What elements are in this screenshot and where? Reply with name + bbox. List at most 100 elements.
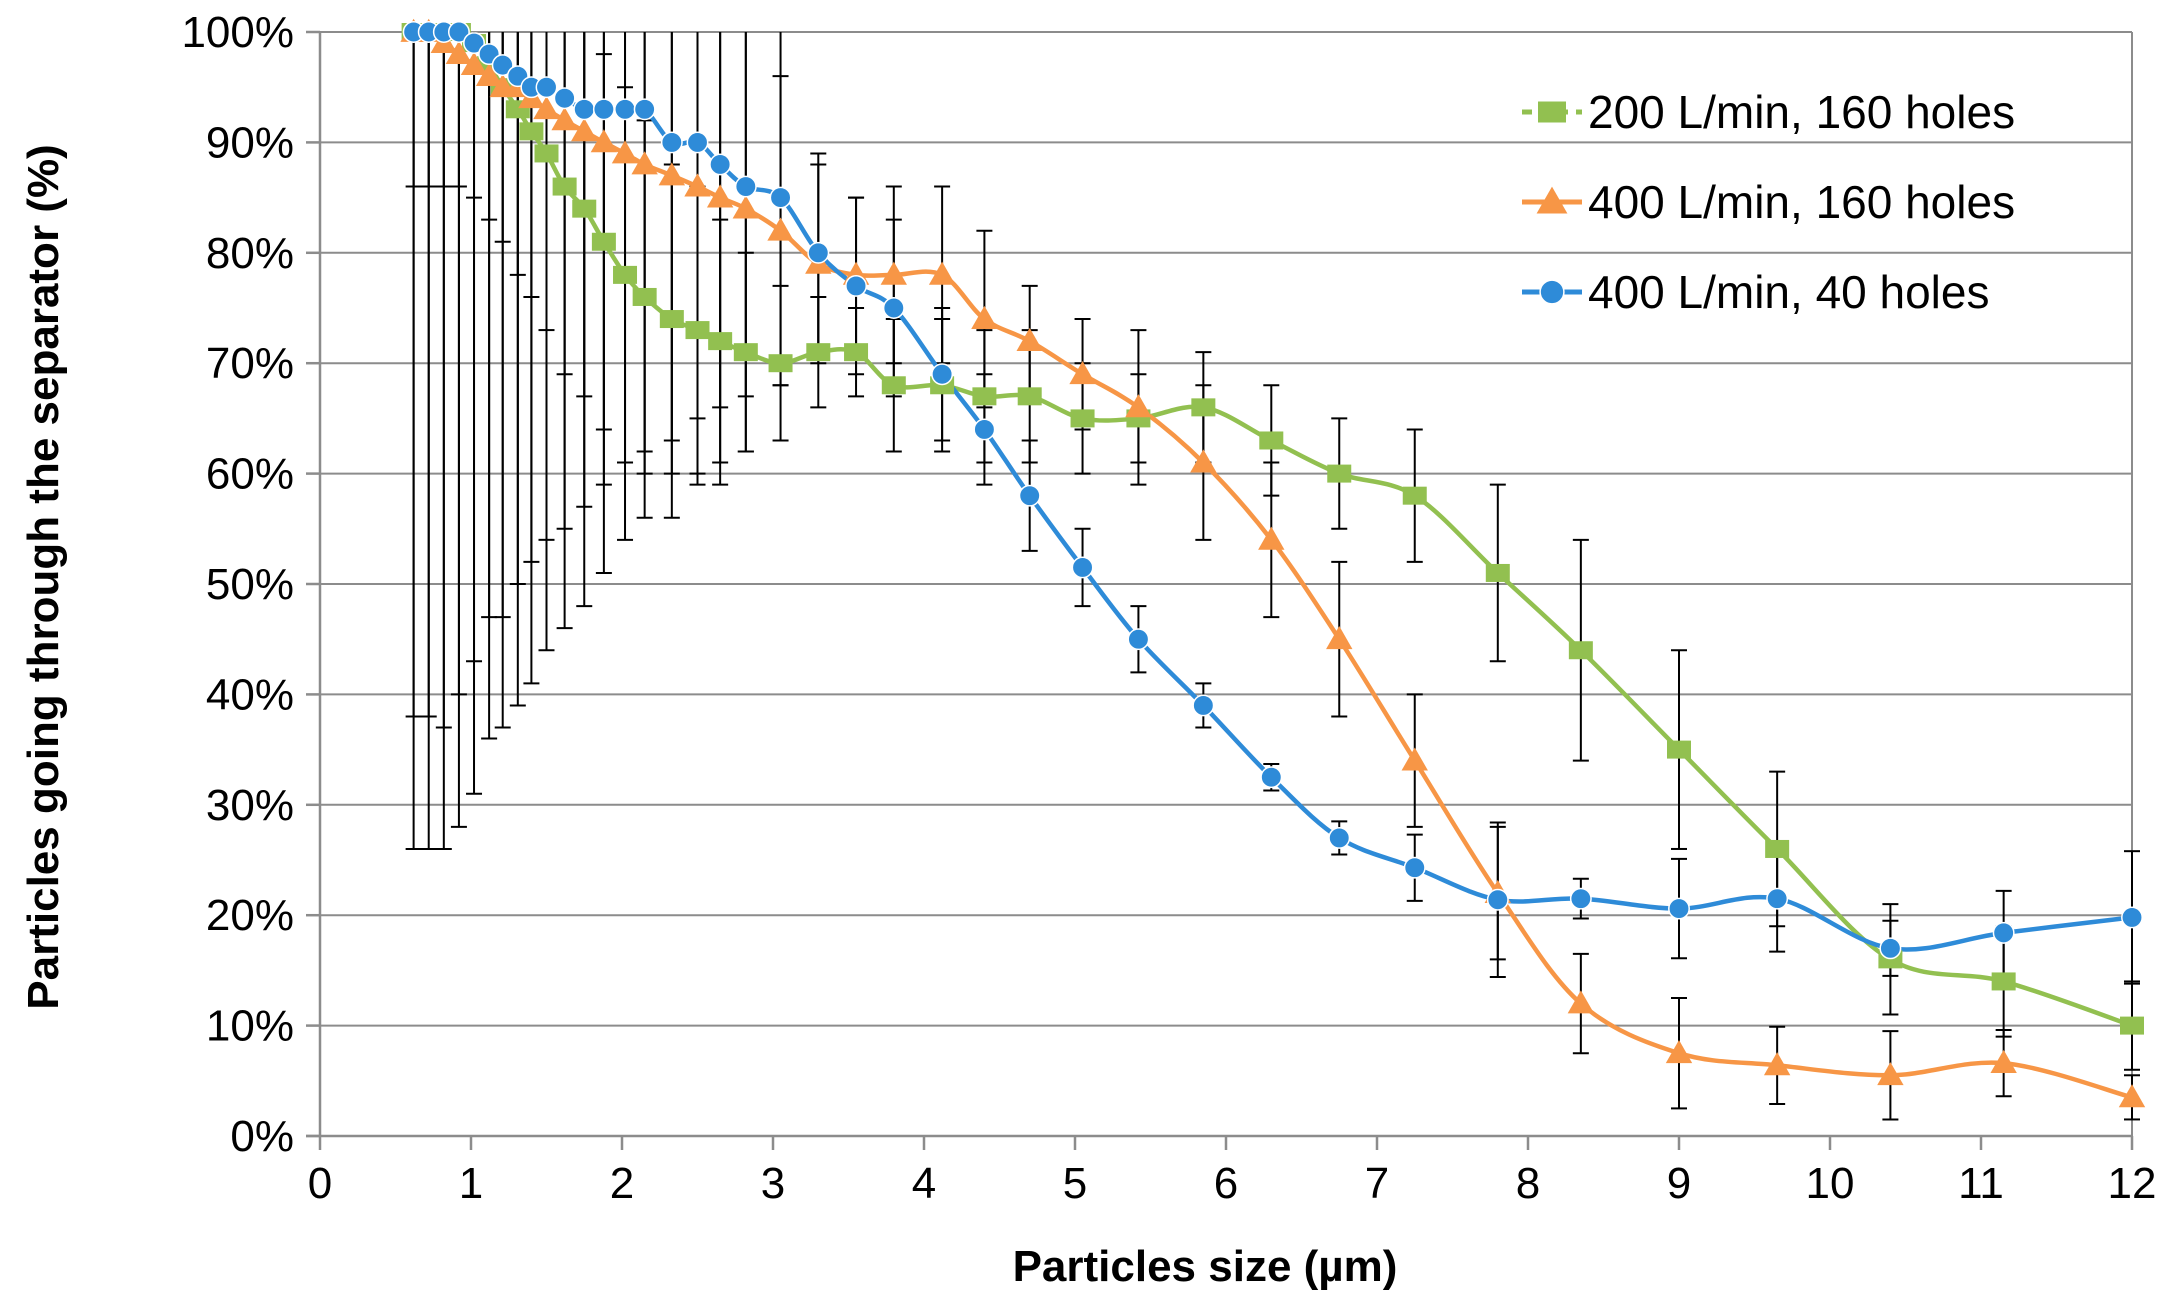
data-point [1260, 766, 1283, 789]
data-point [881, 376, 906, 395]
x-tick-label: 8 [1516, 1159, 1540, 1208]
data-point [1763, 1052, 1791, 1076]
data-point [1569, 887, 1592, 910]
data-point [591, 232, 616, 251]
x-tick-label: 2 [610, 1159, 634, 1208]
x-tick-label: 9 [1667, 1159, 1691, 1208]
data-point [631, 151, 658, 175]
data-point [768, 354, 793, 373]
data-point [1568, 641, 1593, 660]
data-point [1539, 279, 1565, 305]
x-tick-label: 11 [1958, 1159, 2004, 1208]
data-point [491, 54, 514, 77]
data-point [633, 98, 656, 121]
data-point [709, 153, 732, 176]
data-point [1402, 486, 1427, 505]
data-point [1990, 1049, 2017, 1074]
data-point [1879, 937, 1902, 960]
data-point [1765, 839, 1790, 858]
data-point [572, 199, 597, 218]
data-point [447, 21, 470, 43]
x-tick-label: 12 [2108, 1159, 2157, 1208]
tick-labels: 0%10%20%30%40%50%60%70%80%90%100%0 1 2 3 4 5 6… [181, 8, 2156, 1208]
data-point [1538, 101, 1566, 123]
x-axis-title: Particles size (µm) [1013, 1242, 1398, 1291]
data-point [614, 98, 636, 121]
data-point [928, 261, 956, 285]
data-point [686, 131, 709, 154]
data-point [660, 131, 683, 154]
x-tick-label: 10 [1806, 1159, 1855, 1208]
data-point [1766, 887, 1789, 910]
data-point [1017, 387, 1042, 406]
y-tick-label: 90% [206, 118, 294, 167]
data-point [2121, 906, 2143, 929]
data-point [1192, 694, 1215, 717]
y-tick-label: 10% [206, 1002, 294, 1051]
data-point [1567, 990, 1595, 1014]
data-point [734, 175, 757, 198]
data-point [880, 261, 907, 285]
y-tick-label: 0% [230, 1112, 294, 1161]
legend-label: 400 L/min, 40 holes [1588, 266, 1990, 318]
data-point [806, 343, 831, 362]
data-point [971, 305, 998, 329]
data-point [1127, 628, 1150, 651]
data-point [475, 62, 503, 87]
x-tick-label: 0 [308, 1159, 332, 1208]
data-point [1328, 826, 1351, 849]
data-point [1191, 398, 1216, 417]
y-tick-label: 20% [206, 891, 294, 940]
y-tick-label: 50% [206, 560, 294, 609]
data-point [1071, 556, 1094, 579]
data-point [551, 107, 578, 131]
data-point [533, 96, 560, 120]
data-point [1991, 972, 2016, 991]
data-point [1403, 856, 1426, 879]
data-point [1070, 409, 1095, 428]
data-point [1327, 464, 1352, 483]
data-point [592, 98, 615, 121]
data-point [1401, 747, 1428, 771]
error-bars [405, 32, 2140, 1121]
data-point [931, 363, 954, 386]
x-tick-label: 1 [459, 1159, 483, 1208]
data-point [553, 87, 576, 110]
data-point [972, 387, 997, 406]
legend-label: 200 L/min, 160 holes [1588, 86, 2015, 138]
x-tick-label: 6 [1214, 1159, 1238, 1208]
legend-label: 400 L/min, 160 holes [1588, 176, 2015, 228]
data-point [571, 118, 598, 142]
data-point [1485, 563, 1510, 582]
data-point [733, 343, 758, 362]
data-point [1259, 431, 1284, 450]
data-point [1665, 1040, 1693, 1064]
data-point [1326, 626, 1353, 650]
data-point [658, 162, 686, 186]
data-point [882, 297, 905, 319]
data-point [1016, 327, 1043, 352]
data-point [463, 32, 485, 54]
y-axis-title: Particles going through the separator (%… [19, 144, 68, 1009]
data-point [1486, 888, 1509, 911]
data-point [613, 265, 638, 284]
data-point [632, 287, 657, 306]
data-point [1018, 484, 1041, 507]
data-point [1190, 449, 1217, 473]
x-tick-label: 3 [761, 1159, 785, 1208]
data-point [732, 195, 760, 219]
data-point [807, 241, 830, 264]
data-point [1667, 740, 1691, 759]
axes [306, 30, 2134, 1150]
data-point [685, 321, 710, 340]
series-markers [400, 18, 2146, 1108]
data-point [1258, 526, 1285, 550]
data-point [973, 418, 996, 441]
data-point [708, 332, 733, 351]
data-point [1069, 361, 1096, 385]
data-point [684, 173, 711, 197]
data-point [2120, 1016, 2144, 1035]
data-point [769, 186, 792, 209]
